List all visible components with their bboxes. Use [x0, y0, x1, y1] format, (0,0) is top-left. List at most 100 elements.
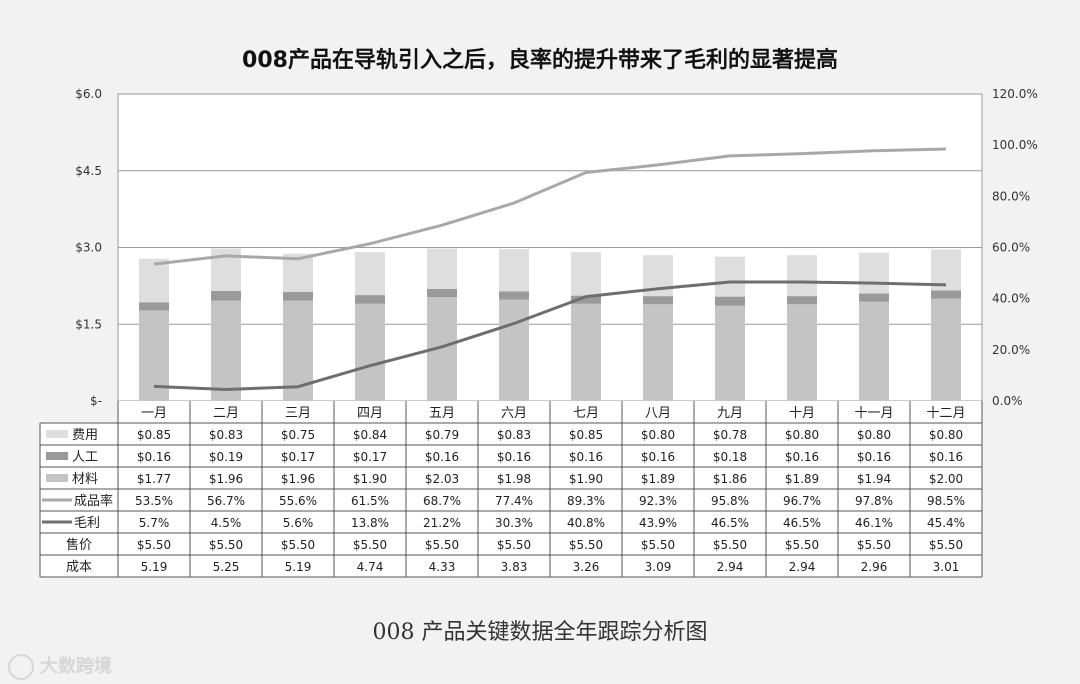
table-cell: 3.09: [645, 560, 672, 574]
category-label: 四月: [357, 406, 383, 421]
right-axis-tick-label: 120.0%: [992, 87, 1038, 101]
bar-材料: [499, 299, 529, 401]
table-cell: 56.7%: [207, 494, 245, 508]
left-axis-tick-label: $4.5: [75, 164, 102, 178]
table-cell: 2.94: [789, 560, 816, 574]
table-cell: $0.85: [569, 428, 603, 442]
table-cell: $5.50: [857, 538, 891, 552]
left-axis-tick-label: $1.5: [75, 317, 102, 331]
table-cell: $0.80: [857, 428, 891, 442]
table-cell: $0.83: [209, 428, 243, 442]
table-cell: $0.80: [641, 428, 675, 442]
legend-label: 费用: [72, 428, 98, 443]
table-cell: $0.78: [713, 428, 747, 442]
table-cell: 61.5%: [351, 494, 389, 508]
table-cell: $0.80: [929, 428, 963, 442]
table-cell: 5.6%: [283, 516, 314, 530]
table-cell: 92.3%: [639, 494, 677, 508]
table-cell: $2.03: [425, 472, 459, 486]
watermark-text: 大数跨境: [40, 656, 112, 677]
bar-人工: [715, 296, 745, 306]
table-cell: 46.5%: [711, 516, 749, 530]
row-label: 成本: [66, 560, 92, 575]
table-cell: 4.33: [429, 560, 456, 574]
table-cell: $1.86: [713, 472, 747, 486]
table-cell: $0.75: [281, 428, 315, 442]
table-cell: 46.1%: [855, 516, 893, 530]
bar-材料: [787, 304, 817, 401]
bar-人工: [427, 288, 457, 298]
table-cell: 55.6%: [279, 494, 317, 508]
table-cell: $1.96: [281, 472, 315, 486]
table-cell: $1.90: [569, 472, 603, 486]
bar-人工: [139, 302, 169, 311]
table-cell: 5.25: [213, 560, 240, 574]
table-cell: 2.96: [861, 560, 888, 574]
bar-材料: [211, 300, 241, 401]
table-cell: $1.89: [785, 472, 819, 486]
bar-费用: [571, 252, 601, 296]
table-cell: $1.77: [137, 472, 171, 486]
category-label: 五月: [429, 406, 455, 421]
bar-费用: [427, 248, 457, 289]
category-label: 九月: [717, 406, 743, 421]
table-cell: $1.90: [353, 472, 387, 486]
table-cell: $1.94: [857, 472, 891, 486]
bar-材料: [859, 301, 889, 401]
table-cell: 5.7%: [139, 516, 170, 530]
legend-label: 成品率: [74, 493, 113, 509]
right-axis-tick-label: 80.0%: [992, 189, 1030, 203]
line-成品率: [153, 147, 947, 266]
table-cell: 5.19: [141, 560, 168, 574]
bar-费用: [787, 255, 817, 297]
table-cell: 4.74: [357, 560, 384, 574]
bar-人工: [643, 296, 673, 305]
bar-人工: [211, 290, 241, 301]
legend-swatch-人工: [46, 452, 68, 460]
table-cell: $0.17: [281, 450, 315, 464]
watermark-logo-icon: [8, 654, 34, 680]
table-cell: 97.8%: [855, 494, 893, 508]
category-label: 一月: [141, 406, 167, 421]
bar-人工: [571, 295, 601, 304]
table-cell: 43.9%: [639, 516, 677, 530]
bar-人工: [931, 290, 961, 299]
row-label: 售价: [66, 537, 92, 553]
table-cell: $5.50: [425, 538, 459, 552]
table-cell: 95.8%: [711, 494, 749, 508]
table-cell: $0.16: [137, 450, 171, 464]
table-cell: 98.5%: [927, 494, 965, 508]
table-cell: 13.8%: [351, 516, 389, 530]
table-cell: $0.17: [353, 450, 387, 464]
table-cell: 3.83: [501, 560, 528, 574]
bar-人工: [787, 296, 817, 305]
table-cell: $0.16: [785, 450, 819, 464]
table-cell: $5.50: [497, 538, 531, 552]
watermark: 大数跨境: [8, 652, 112, 680]
table-cell: $0.18: [713, 450, 747, 464]
table-cell: $1.96: [209, 472, 243, 486]
table-cell: $5.50: [353, 538, 387, 552]
category-label: 八月: [645, 406, 671, 421]
table-cell: 96.7%: [783, 494, 821, 508]
table-cell: $0.19: [209, 450, 243, 464]
table-cell: 5.19: [285, 560, 312, 574]
bar-人工: [283, 292, 313, 301]
bar-人工: [859, 293, 889, 302]
table-cell: 30.3%: [495, 516, 533, 530]
table-cell: 40.8%: [567, 516, 605, 530]
table-cell: $0.16: [569, 450, 603, 464]
bar-费用: [355, 252, 385, 296]
category-label: 二月: [213, 406, 239, 421]
table-cell: $1.89: [641, 472, 675, 486]
category-label: 十二月: [926, 406, 965, 421]
chart-title: 008产品在导轨引入之后，良率的提升带来了毛利的显著提高: [242, 48, 838, 73]
right-axis-tick-label: 0.0%: [992, 394, 1023, 408]
table-cell: $0.16: [425, 450, 459, 464]
table-cell: $5.50: [641, 538, 675, 552]
left-axis-tick-label: $3.0: [75, 241, 102, 255]
bar-材料: [715, 305, 745, 401]
table-cell: $0.85: [137, 428, 171, 442]
table-cell: 77.4%: [495, 494, 533, 508]
